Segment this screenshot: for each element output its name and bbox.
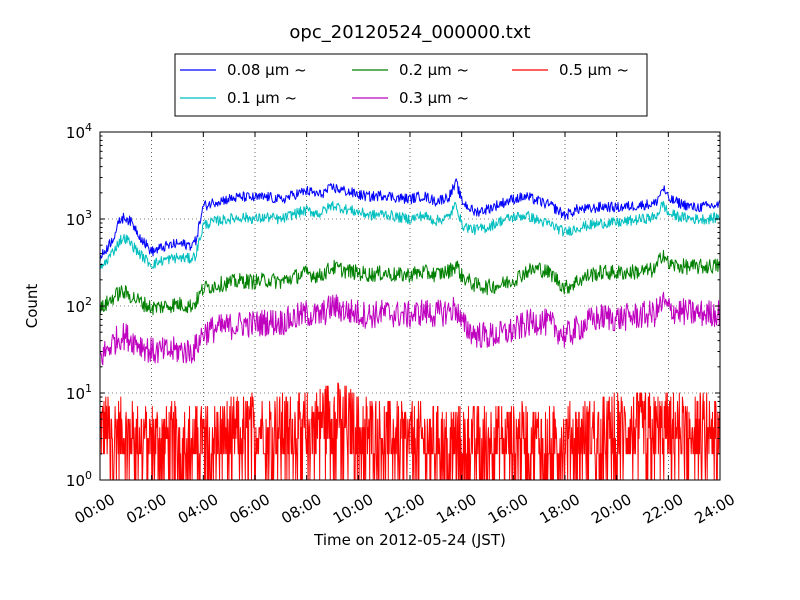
y-tick-label-exponent: 1 xyxy=(85,382,92,395)
grid xyxy=(100,132,720,480)
series-line-2 xyxy=(99,249,721,316)
ticks xyxy=(99,131,721,481)
chart-title: opc_20120524_000000.txt xyxy=(289,22,530,43)
y-tick-label-base: 10 xyxy=(66,385,85,403)
y-tick-label: 103 xyxy=(66,208,92,229)
series-line-4 xyxy=(99,382,721,481)
legend-box xyxy=(174,53,648,117)
legend-label-4: 0.5 μm ~ xyxy=(559,61,629,79)
legend-label-0: 0.08 μm ~ xyxy=(227,61,307,79)
legend-label-3: 0.3 μm ~ xyxy=(399,89,469,107)
legend-items: 0.08 μm ~ 0.1 μm ~ 0.2 μm ~ 0.3 μm ~ 0.5 μm … xyxy=(180,61,629,107)
legend-label-2: 0.2 μm ~ xyxy=(399,61,469,79)
y-tick-label: 101 xyxy=(66,382,92,403)
series-layer xyxy=(99,178,721,481)
y-tick-label-base: 10 xyxy=(66,211,85,229)
legend: 0.08 μm ~ 0.1 μm ~ 0.2 μm ~ 0.3 μm ~ 0.5 μm … xyxy=(174,53,648,117)
series-line-0 xyxy=(99,178,721,263)
y-tick-label-exponent: 2 xyxy=(85,295,92,308)
y-tick-label-exponent: 4 xyxy=(85,121,92,134)
y-tick-label-base: 10 xyxy=(66,124,85,142)
series-line-3 xyxy=(99,291,721,366)
x-axis-label: Time on 2012-05-24 (JST) xyxy=(313,531,506,549)
y-tick-label: 104 xyxy=(66,121,92,142)
y-tick-label-base: 10 xyxy=(66,298,85,316)
y-tick-label: 100 xyxy=(66,469,92,490)
y-tick-label-exponent: 3 xyxy=(85,208,92,221)
y-tick-label-exponent: 0 xyxy=(85,469,92,482)
series-line-1 xyxy=(99,200,720,269)
legend-label-1: 0.1 μm ~ xyxy=(227,89,297,107)
y-tick-label: 102 xyxy=(66,295,92,316)
y-tick-label-base: 10 xyxy=(66,472,85,490)
y-axis-label: Count xyxy=(23,284,41,329)
